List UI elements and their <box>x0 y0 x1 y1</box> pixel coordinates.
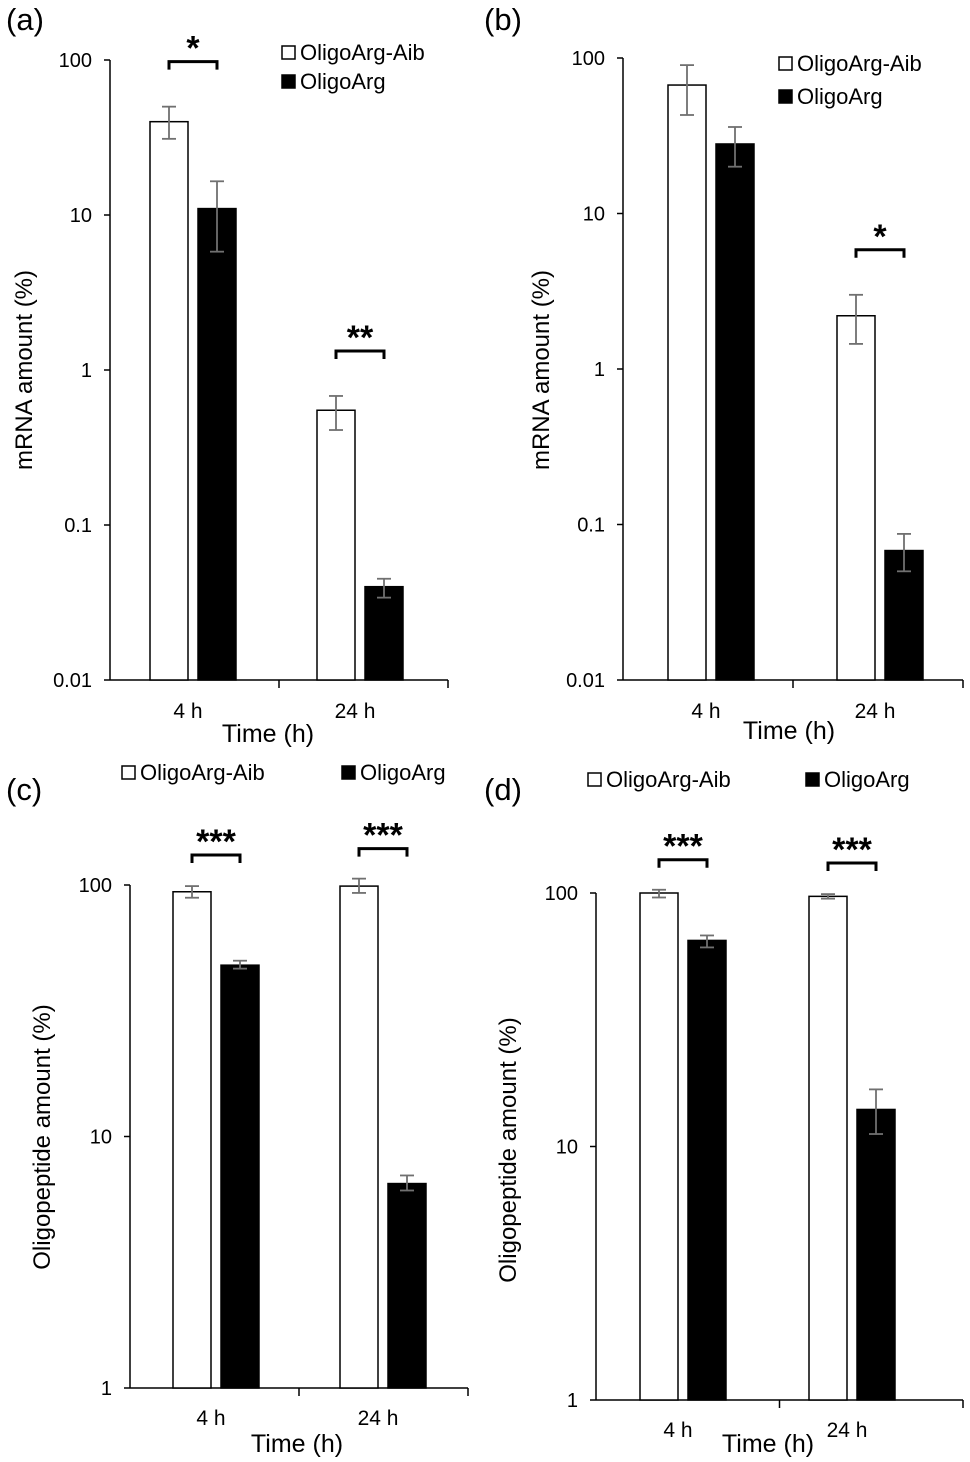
y-tick-label: 1 <box>81 360 92 382</box>
x-tick-label: 4 h <box>691 700 720 723</box>
bar <box>715 143 755 681</box>
chart-panel-c: (c) 1 10 100 4 h 24 h Time (h) Oligopeptide amo… <box>6 760 469 1458</box>
x-axis-title: Time (h) <box>222 720 314 748</box>
y-tick-label: 1 <box>567 1390 578 1412</box>
legend-swatch <box>281 74 296 89</box>
legend-swatch <box>778 56 793 71</box>
significance-label: *** <box>663 828 703 866</box>
y-tick-label: 10 <box>90 1127 112 1149</box>
bar <box>387 1182 427 1389</box>
y-tick-label: 0.01 <box>566 670 605 692</box>
bar <box>856 1108 896 1401</box>
legend: OligoArg-Aib OligoArg <box>281 40 425 94</box>
significance-bracket <box>334 349 386 359</box>
legend-swatch <box>805 772 820 787</box>
x-axis-title: Time (h) <box>251 1430 343 1458</box>
legend: OligoArg-Aib OligoArg <box>587 767 910 792</box>
x-tick-label: 4 h <box>663 1419 692 1442</box>
legend-label: OligoArg-Aib <box>300 40 425 65</box>
y-tick-label: 100 <box>59 50 92 72</box>
significance-label: * <box>873 218 887 256</box>
y-tick-label: 100 <box>545 883 578 905</box>
bar <box>836 315 876 681</box>
significance-label: ** <box>347 319 374 357</box>
bar <box>339 885 379 1389</box>
bar <box>197 207 237 681</box>
significance-label: *** <box>832 831 872 869</box>
bar <box>808 895 848 1401</box>
significance-bracket <box>190 853 242 863</box>
legend-label: OligoArg-Aib <box>140 760 265 785</box>
y-tick-label: 100 <box>79 875 112 897</box>
y-tick-label: 10 <box>70 205 92 227</box>
x-tick-label: 24 h <box>855 700 896 723</box>
y-tick-label: 0.1 <box>64 515 92 537</box>
legend-label: OligoArg-Aib <box>797 51 922 76</box>
y-tick-label: 1 <box>101 1378 112 1400</box>
y-tick-label: 10 <box>556 1137 578 1159</box>
legend-label: OligoArg <box>824 767 910 792</box>
legend: OligoArg-Aib OligoArg <box>121 760 446 785</box>
y-tick-label: 10 <box>583 204 605 226</box>
y-axis-title: mRNA amount (%) <box>528 270 555 470</box>
panel-label: (c) <box>6 772 42 807</box>
y-axis-title: Oligopeptide amount (%) <box>29 1004 56 1269</box>
chart-panel-b: (b) 0.01 0.1 1 10 100 4 h 24 h Time (h) mRNA amou… <box>484 2 964 745</box>
chart-panel-d: (d) 1 10 100 4 h 24 h Time (h) Oligopeptide amo… <box>484 767 964 1458</box>
y-tick-label: 0.1 <box>577 515 605 537</box>
significance-bracket <box>854 248 906 258</box>
significance-bracket <box>826 861 878 871</box>
significance-bracket <box>357 847 409 857</box>
chart-panel-a: (a) 0.01 0.1 1 10 100 4 h 24 h Time (h) mRNA amou… <box>6 2 449 748</box>
legend-swatch <box>281 45 296 60</box>
significance-bracket <box>167 60 219 70</box>
bar <box>364 585 404 681</box>
legend-swatch <box>778 89 793 104</box>
legend-label: OligoArg <box>360 760 446 785</box>
x-tick-label: 24 h <box>335 700 376 723</box>
panel-label: (a) <box>6 2 44 37</box>
y-tick-label: 1 <box>594 359 605 381</box>
legend-label: OligoArg <box>300 69 386 94</box>
x-tick-label: 24 h <box>358 1407 399 1430</box>
legend-swatch <box>121 765 136 780</box>
bar <box>667 84 707 681</box>
legend: OligoArg-Aib OligoArg <box>778 51 922 109</box>
y-tick-label: 100 <box>572 48 605 70</box>
x-axis-title: Time (h) <box>722 1430 814 1458</box>
bar <box>316 409 356 681</box>
significance-label: * <box>186 30 200 68</box>
x-tick-label: 24 h <box>827 1419 868 1442</box>
x-tick-label: 4 h <box>196 1407 225 1430</box>
bar <box>639 892 679 1401</box>
bar <box>220 964 260 1389</box>
x-tick-label: 4 h <box>173 700 202 723</box>
significance-label: *** <box>363 817 403 855</box>
significance-bracket <box>657 858 709 868</box>
legend-label: OligoArg-Aib <box>606 767 731 792</box>
y-tick-label: 0.01 <box>53 670 92 692</box>
legend-label: OligoArg <box>797 84 883 109</box>
significance-label: *** <box>196 823 236 861</box>
x-axis-title: Time (h) <box>743 717 835 745</box>
bar <box>172 891 212 1389</box>
y-axis-title: mRNA amount (%) <box>11 270 38 470</box>
legend-swatch <box>587 772 602 787</box>
panel-label: (b) <box>484 2 522 37</box>
y-axis-title: Oligopeptide amount (%) <box>495 1017 522 1282</box>
bar <box>687 939 727 1401</box>
bar <box>149 120 189 681</box>
legend-swatch <box>341 765 356 780</box>
panel-label: (d) <box>484 772 522 807</box>
